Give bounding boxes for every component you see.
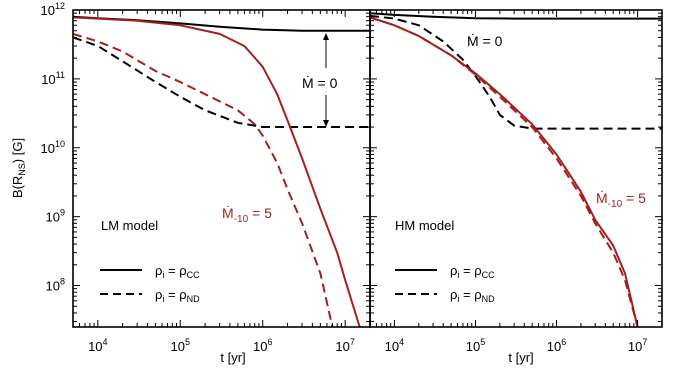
series-red-solid-right [370, 16, 639, 327]
y-axis-label: B(RNS) [G] [10, 138, 27, 198]
annotation-mdot-zero-lm: Ṁ = 0 [302, 33, 338, 127]
x-tick-label: 106 [547, 337, 566, 354]
legend-hm: ρi = ρCC ρi = ρND [395, 263, 495, 304]
annotation-text-mdot-zero: Ṁ = 0 [302, 74, 338, 91]
x-tick-label: 107 [628, 337, 647, 354]
x-axis-label-left: t [yr] [220, 350, 245, 365]
legend-entry-cc: ρi = ρCC [155, 263, 200, 280]
annotation-mdot-five-lm: Ṁ-10 = 5 [222, 204, 272, 225]
series-red-dashed-left [73, 32, 334, 327]
x-tick-label: 107 [335, 337, 354, 354]
series-red-dashed-right [370, 16, 639, 327]
y-tick-label: 1011 [41, 70, 65, 87]
x-axis-label-right: t [yr] [508, 350, 533, 365]
y-tick-label: 109 [46, 208, 65, 225]
x-tick-label: 105 [466, 337, 485, 354]
panel-hm-model: 104 105 106 107 HM model ρi = ρCC ρi = ρND … [369, 9, 663, 354]
legend-lm: ρi = ρCC ρi = ρND [100, 263, 200, 304]
legend-entry-nd: ρi = ρND [155, 287, 200, 304]
panel-lm-model: 104 105 106 107 108 109 1010 1011 1012 LM model… [41, 1, 371, 354]
series-black-solid-right [370, 12, 662, 20]
x-tick-label: 104 [88, 337, 107, 354]
x-tick-label: 105 [171, 337, 190, 354]
y-tick-label: 1010 [41, 139, 65, 156]
series-black-dashed-left [73, 36, 370, 128]
y-tick-label: 108 [46, 277, 65, 294]
legend-entry-nd: ρi = ρND [450, 287, 495, 304]
annotation-mdot-five-hm: Ṁ-10 = 5 [596, 189, 646, 210]
annotation-mdot-zero-hm: Ṁ = 0 [467, 32, 503, 49]
x-tick-label: 104 [385, 337, 404, 354]
plot-frame-right [369, 9, 663, 328]
series-red-solid-left [73, 16, 361, 327]
model-label-lm: LM model [101, 218, 158, 233]
x-tick-label: 106 [253, 337, 272, 354]
model-label-hm: HM model [395, 218, 454, 233]
y-tick-label: 1012 [41, 1, 65, 18]
legend-entry-cc: ρi = ρCC [450, 263, 495, 280]
